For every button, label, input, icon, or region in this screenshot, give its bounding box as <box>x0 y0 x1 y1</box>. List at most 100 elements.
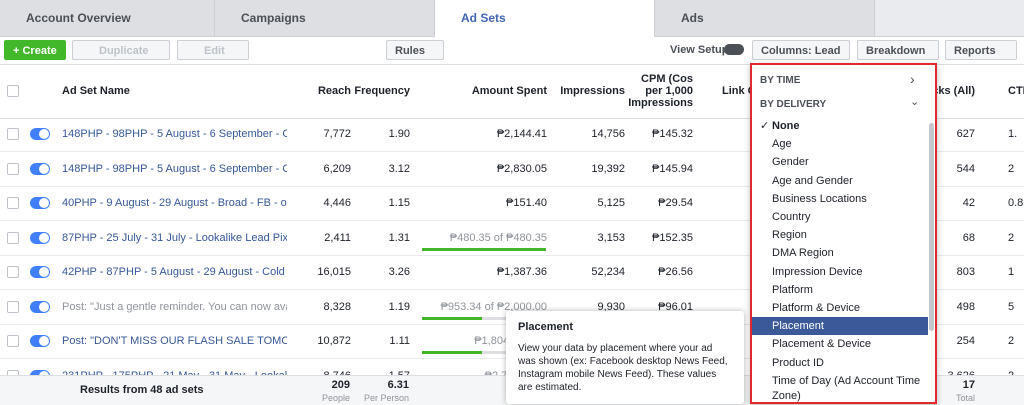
checkbox[interactable] <box>7 231 19 244</box>
cell-amount: ₱151.40 <box>506 197 547 209</box>
checkbox[interactable] <box>7 162 19 175</box>
dropdown-item[interactable]: Placement & Device <box>772 338 872 351</box>
rules-button[interactable]: Rules <box>386 40 444 60</box>
dropdown-item[interactable]: Platform & Device <box>772 302 861 314</box>
section-header[interactable]: BY DELIVERY <box>760 99 827 110</box>
column-header[interactable]: Frequency <box>354 85 410 97</box>
dropdown-item[interactable]: Region <box>772 229 807 242</box>
ad-set-name[interactable]: 148PHP - 98PHP - 5 August - 6 September … <box>62 162 287 175</box>
footer-value: 209 <box>331 379 350 391</box>
cell-cpm: ₱145.94 <box>652 162 693 175</box>
budget-bar <box>422 247 546 251</box>
ad-set-name[interactable]: Post: "Just a gentle reminder. You can n… <box>62 300 287 313</box>
checkbox[interactable] <box>7 85 19 97</box>
cell-ctr: 2 <box>1008 231 1015 244</box>
dropdown-item[interactable]: Product ID <box>772 356 824 369</box>
checkmark: ✓ <box>760 120 770 132</box>
cell-impressions: 52,234 <box>591 266 625 278</box>
status-toggle[interactable] <box>30 231 50 244</box>
tab-active[interactable]: Ad Sets <box>435 0 655 37</box>
cell-ctr: 5 <box>1008 300 1015 313</box>
section-header[interactable]: BY TIME <box>760 75 801 86</box>
dropdown-item[interactable]: Business Locations <box>772 192 867 205</box>
status-toggle[interactable] <box>30 266 50 278</box>
cell-impressions: 14,756 <box>591 128 625 140</box>
dropdown-item[interactable]: Country <box>772 211 811 223</box>
status-toggle[interactable] <box>30 128 50 140</box>
label: Create <box>22 45 57 57</box>
dropdown-item[interactable]: Gender <box>772 156 809 169</box>
dropdown-item[interactable]: DMA Region <box>772 247 834 260</box>
dropdown-item[interactable]: Platform <box>772 283 813 296</box>
checkbox[interactable] <box>7 128 19 140</box>
dropdown-item[interactable]: Age <box>772 138 792 151</box>
ad-set-name[interactable]: 87PHP - 25 July - 31 July - Lookalike Le… <box>62 231 287 244</box>
status-toggle[interactable] <box>30 162 50 175</box>
cell-frequency: 1.57 <box>389 370 410 376</box>
dropdown-item[interactable]: Age and Gender <box>772 174 853 187</box>
cell-cpm: ₱96.01 <box>658 300 693 313</box>
view-setup-toggle[interactable] <box>724 44 744 55</box>
table-row: 148PHP - 98PHP - 5 August - 6 September … <box>0 152 1024 187</box>
duplicate-button[interactable]: Duplicate <box>72 40 170 60</box>
dropdown-item[interactable]: Impression Device <box>772 265 863 278</box>
status-toggle[interactable] <box>30 369 50 375</box>
column-header[interactable]: Amount Spent <box>471 85 547 97</box>
status-toggle[interactable] <box>30 197 50 209</box>
ad-set-name[interactable]: 42PHP - 87PHP - 5 August - 29 August - C… <box>62 266 287 278</box>
columns-button[interactable]: Columns: Lead <box>752 40 850 60</box>
cell-ctr: 0.8 <box>1008 197 1024 209</box>
column-header[interactable]: CTR ( <box>1008 85 1024 97</box>
view-setup[interactable]: View Setup <box>670 44 729 56</box>
column-header[interactable]: CPM (Cos per 1,000 Impressions <box>628 73 693 109</box>
cell-clicks: 627 <box>956 128 975 140</box>
column-header[interactable]: Link C <box>722 85 756 97</box>
cell-frequency: 1.15 <box>388 197 410 209</box>
column-header[interactable]: Impressions <box>560 85 625 97</box>
table-row: 148PHP - 98PHP - 5 August - 6 September … <box>0 117 1024 152</box>
cell-clicks: 254 <box>956 335 975 347</box>
budget-progress <box>422 316 482 320</box>
checkbox[interactable] <box>7 197 19 209</box>
budget-bar <box>422 351 546 354</box>
column-header[interactable]: Ad Set Name <box>62 85 130 97</box>
reports-button[interactable]: Reports <box>945 40 1017 60</box>
dropdown-item[interactable]: Time of Day (Ad Account Time Zone) <box>772 374 921 402</box>
scrollbar <box>929 123 934 331</box>
dropdown-item[interactable]: Placement <box>752 317 928 336</box>
ad-set-name[interactable]: Post: "DON'T MISS OUR FLASH SALE TOMORRO… <box>62 335 287 347</box>
checkbox[interactable] <box>7 266 19 278</box>
column-header[interactable]: Reach <box>317 85 351 97</box>
ad-set-name[interactable]: 231PHP - 175PHP - 21 May - 31 May - Look… <box>62 370 287 376</box>
tab[interactable]: Account Overview <box>0 0 215 36</box>
chevron-down: ⌄ <box>910 96 920 108</box>
column-header[interactable]: cks (All) <box>932 85 975 97</box>
cell-ctr: 2 <box>1008 370 1014 376</box>
checkbox[interactable] <box>7 369 19 375</box>
breakdown-button[interactable]: Breakdown <box>857 40 939 60</box>
table-row: 40PHP - 9 August - 29 August - Broad - F… <box>0 186 1024 221</box>
cell-frequency: 1.19 <box>388 300 410 313</box>
dropdown-item[interactable]: None <box>772 120 800 132</box>
checkbox[interactable] <box>7 300 19 313</box>
ad-set-name[interactable]: 148PHP - 98PHP - 5 August - 6 September … <box>62 128 287 140</box>
tab[interactable]: Ads <box>655 0 875 36</box>
create-button[interactable]: + Create <box>4 40 66 60</box>
cell-clicks: 498 <box>956 300 975 313</box>
edit-button[interactable]: Edit <box>177 40 249 60</box>
status-toggle[interactable] <box>30 300 50 313</box>
cell-reach: 16,015 <box>317 266 351 278</box>
checkbox[interactable] <box>7 335 19 347</box>
footer-unit: Per Person <box>363 393 409 403</box>
status-toggle[interactable] <box>30 335 50 347</box>
table-row: 42PHP - 87PHP - 5 August - 29 August - C… <box>0 255 1024 290</box>
tab[interactable]: Campaigns <box>215 0 435 36</box>
budget-bar <box>422 316 546 320</box>
tooltip-text: View your data by placement where your a… <box>518 343 728 393</box>
cell-reach: 4,446 <box>323 197 351 209</box>
footer-unit: Total <box>955 393 975 403</box>
tooltip-title: Placement <box>518 321 574 333</box>
ad-set-name[interactable]: 40PHP - 9 August - 29 August - Broad - F… <box>62 197 287 209</box>
footer-value: 17 <box>962 379 975 391</box>
